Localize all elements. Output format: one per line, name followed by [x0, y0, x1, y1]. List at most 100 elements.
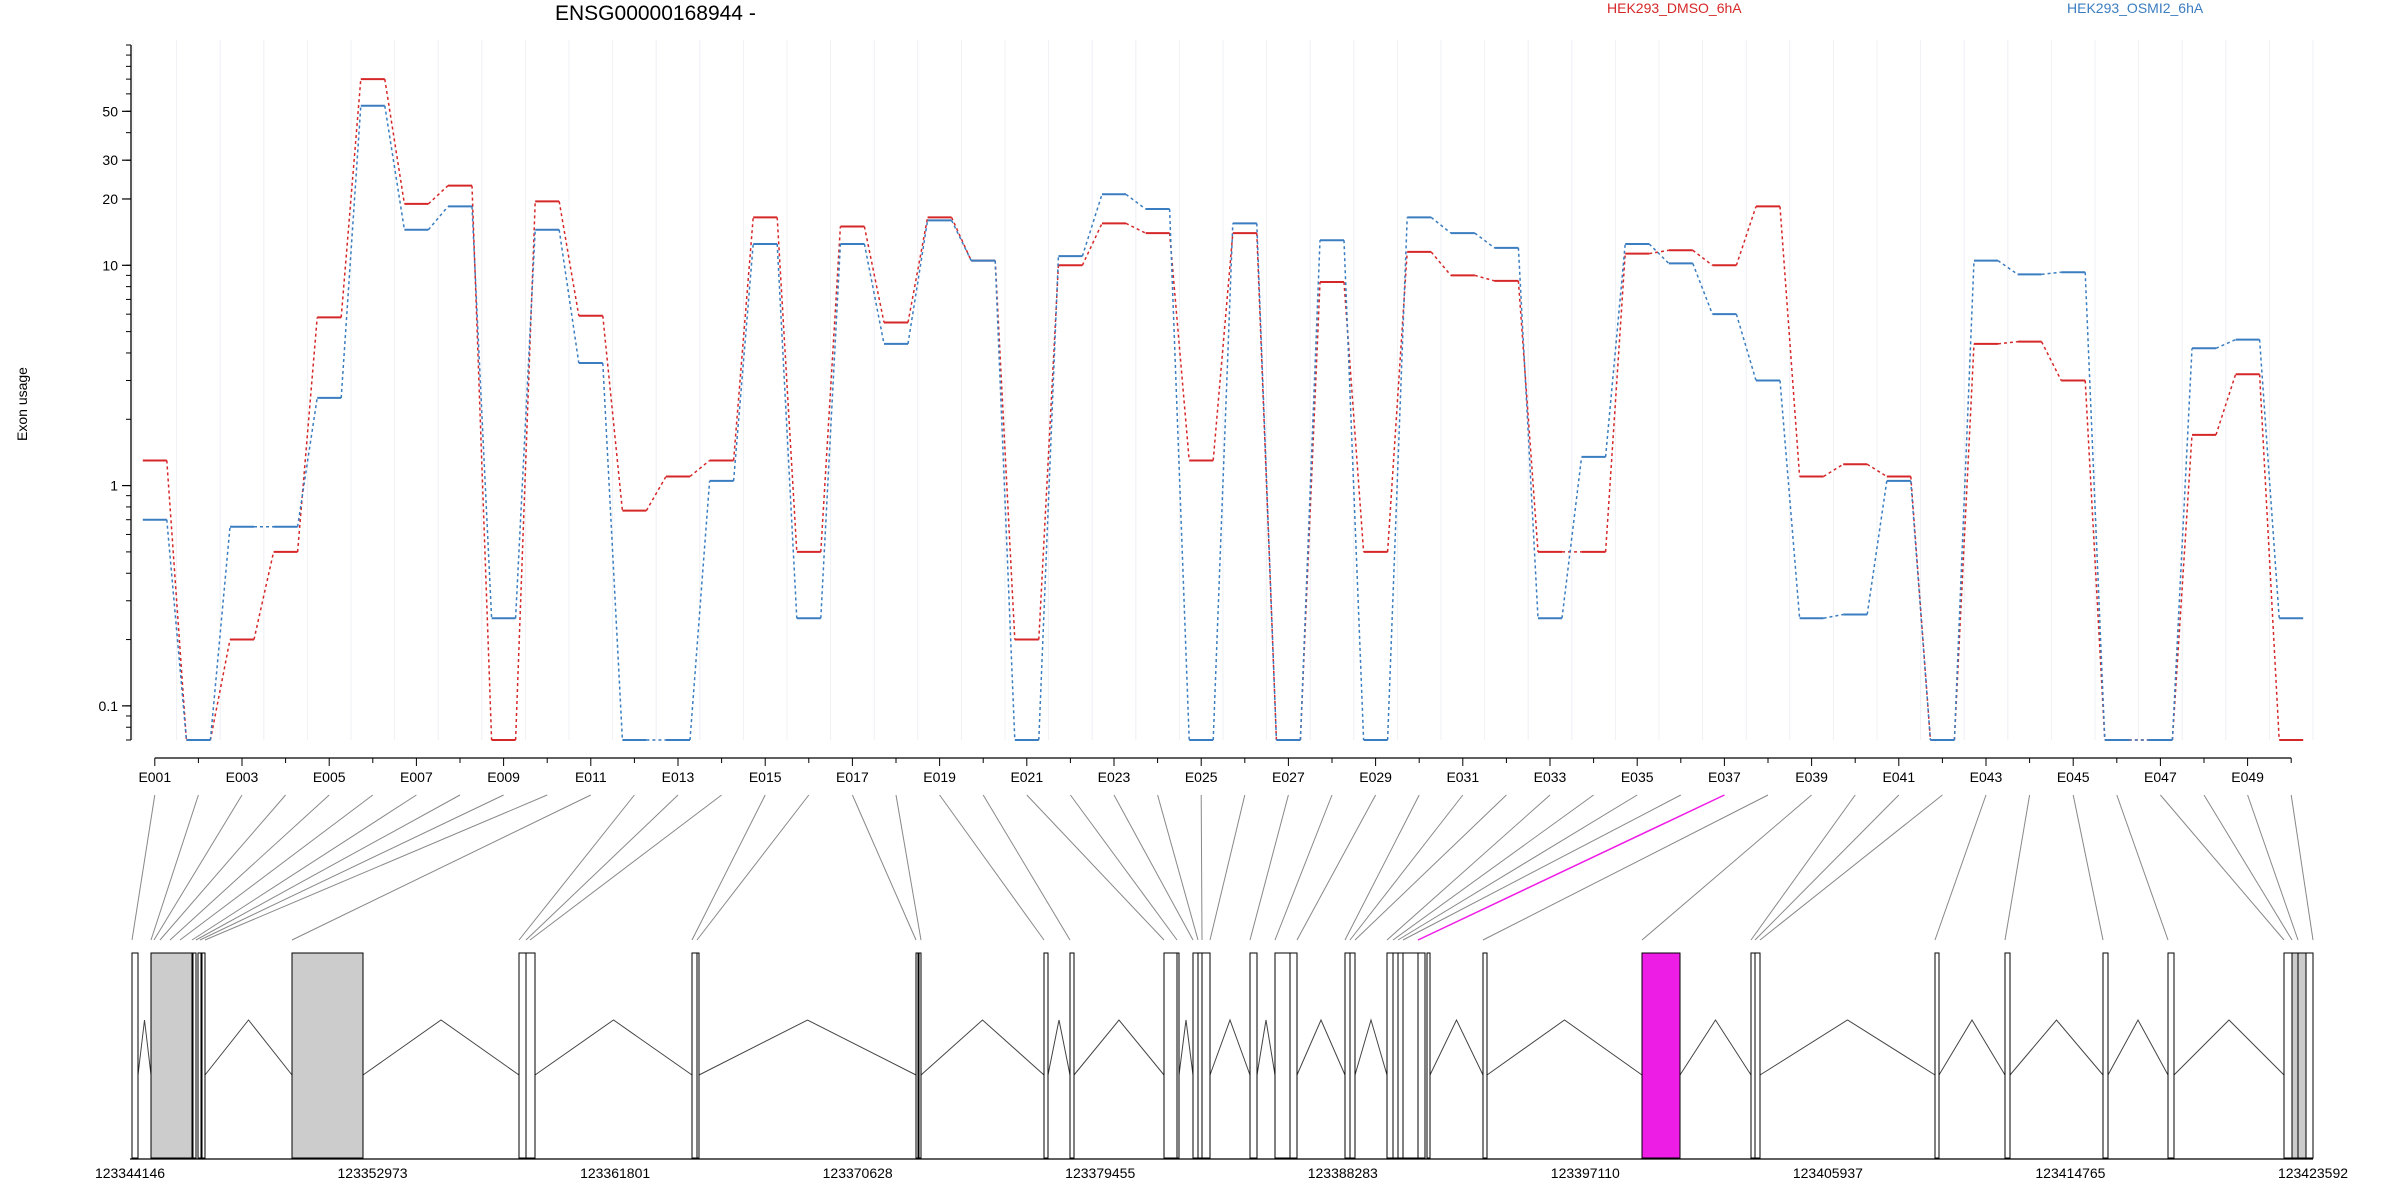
coordinate-label: 123388283: [1308, 1165, 1378, 1181]
exon-box: [192, 952, 197, 1159]
exon-connector: [2203, 794, 2293, 941]
exon-box: [2305, 952, 2314, 1159]
x-tick-label: E001: [138, 769, 171, 785]
x-tick-label: E007: [400, 769, 433, 785]
series-connector: [1299, 240, 1321, 741]
series-connector: [1168, 209, 1190, 741]
x-tick-label: E047: [2144, 769, 2177, 785]
intron-line: [1938, 1019, 2006, 1076]
exon-connector-lines: [131, 794, 2314, 941]
series-connector: [296, 397, 318, 527]
series-connector: [1038, 256, 1060, 741]
exon-box: [201, 952, 206, 1159]
intron-line: [362, 1019, 520, 1076]
series-connector: [863, 226, 885, 323]
exon-box: [2004, 952, 2011, 1159]
legend-entry-dmso: HEK293_DMSO_6hA: [1607, 0, 1742, 16]
exon-box: [1392, 952, 1399, 1159]
series-connector: [471, 185, 493, 741]
series-lines: [142, 78, 2304, 741]
coordinate-label: 123423592: [2278, 1165, 2348, 1181]
exon-box: [1163, 952, 1178, 1159]
intron-line: [1354, 1018, 1388, 1076]
intron-line: [2173, 1019, 2285, 1076]
exon-box: [2167, 952, 2175, 1159]
x-tick-label: E045: [2057, 769, 2090, 785]
genomic-coordinate-axis: 123344146 123352973 123361801 123370628 1233…: [95, 1158, 2348, 1181]
exon-box: [1197, 952, 1203, 1159]
x-tick-label: E025: [1185, 769, 1218, 785]
coordinate-label: 123397110: [1551, 1165, 1620, 1181]
exon-connector: [1026, 794, 1165, 941]
exon-connector: [2290, 794, 2314, 941]
series-connector: [1212, 233, 1234, 461]
exon-connector: [1249, 794, 1289, 941]
exon-connector: [691, 794, 766, 941]
exon-box: [691, 952, 698, 1159]
x-tick-label: E049: [2231, 769, 2264, 785]
exon-box: [1417, 952, 1426, 1159]
series-connector: [1866, 463, 1888, 478]
exon-connector: [153, 794, 243, 941]
exon-box: [1249, 952, 1258, 1159]
x-tick-label: E035: [1621, 769, 1654, 785]
exon-box: [696, 952, 700, 1159]
y-tick-label: 0.1: [99, 698, 119, 714]
intron-line: [1296, 1018, 1346, 1076]
exon-connector: [1417, 794, 1725, 941]
series-connector: [427, 205, 449, 231]
exon-box: [525, 952, 536, 1159]
x-tick-label: E021: [1010, 769, 1043, 785]
series-connector: [340, 79, 362, 318]
coordinate-label: 123405937: [1793, 1165, 1863, 1181]
x-tick-label: E027: [1272, 769, 1305, 785]
series-connector: [1081, 223, 1103, 266]
intron-line: [1178, 1019, 1194, 1076]
exon-box: [2297, 952, 2307, 1159]
x-tick-label: E015: [749, 769, 782, 785]
exon-box: [1349, 952, 1356, 1159]
exon-connector: [1200, 794, 1203, 941]
series-connector: [2258, 339, 2280, 619]
exon-connector: [1402, 794, 1682, 941]
x-tick-label: E019: [923, 769, 956, 785]
series-connector: [863, 243, 885, 344]
exon-box: [1192, 952, 1199, 1159]
series-connector: [732, 217, 754, 461]
series-connector: [1953, 260, 1975, 741]
series-connector: [166, 460, 188, 741]
series-connector: [2084, 380, 2106, 741]
series-connector: [2084, 272, 2106, 741]
series-connector: [602, 315, 624, 511]
intron-line: [1429, 1018, 1484, 1076]
series-connector: [1125, 222, 1146, 234]
x-tick-label: E037: [1708, 769, 1741, 785]
exon-box: [1482, 952, 1488, 1159]
series-connector: [820, 243, 842, 619]
exon-connector: [2072, 794, 2104, 941]
series-connector: [1038, 265, 1060, 640]
intron-line: [1486, 1019, 1643, 1076]
series-connector: [1517, 247, 1539, 619]
series-connector: [1735, 206, 1757, 266]
series-connector: [994, 260, 1016, 741]
exon-box: [2102, 952, 2109, 1159]
exon-box: [1289, 952, 1298, 1159]
intron-line: [204, 1019, 293, 1076]
exon-connector: [1344, 794, 1420, 941]
exon-connector: [2004, 794, 2031, 941]
exon-connector: [1392, 794, 1594, 941]
intron-line: [137, 1019, 152, 1076]
exon-box: [915, 952, 919, 1159]
coordinate-label: 123414765: [2035, 1165, 2105, 1181]
exon-box: [1386, 952, 1394, 1159]
series-connector: [558, 229, 580, 364]
exon-connector: [204, 794, 548, 941]
x-tick-label: E009: [487, 769, 520, 785]
exon-connector: [1113, 794, 1194, 941]
series-connector: [166, 519, 188, 741]
exon-connector: [169, 794, 330, 941]
exon-connector: [195, 794, 461, 941]
exon-connector: [1209, 794, 1246, 941]
